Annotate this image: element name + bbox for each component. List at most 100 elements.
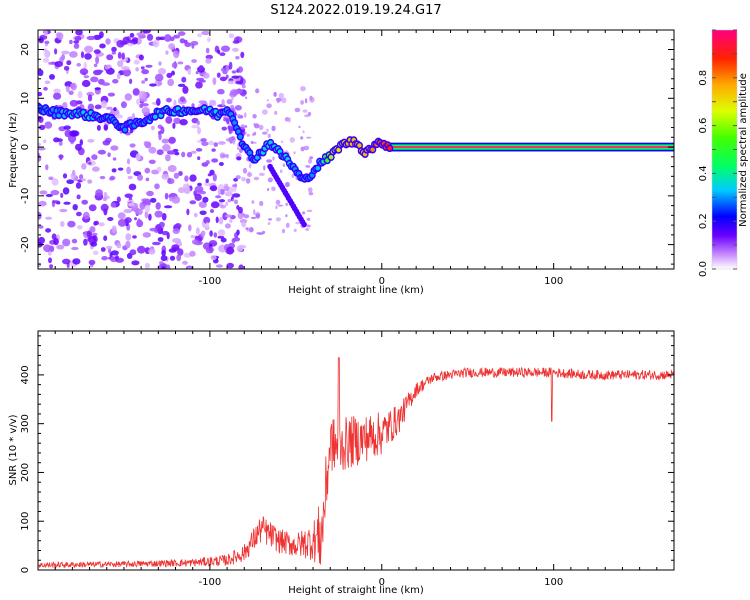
noise-blob bbox=[242, 131, 247, 135]
noise-blob bbox=[76, 194, 81, 200]
x-tick-label: 100 bbox=[544, 577, 563, 588]
noise-blob bbox=[161, 230, 169, 236]
noise-blob bbox=[189, 250, 196, 257]
noise-blob bbox=[218, 162, 224, 166]
noise-blob bbox=[88, 161, 92, 165]
noise-blob bbox=[138, 54, 144, 61]
noise-blob bbox=[231, 70, 237, 74]
noise-blob bbox=[105, 67, 115, 75]
noise-blob bbox=[45, 164, 49, 171]
noise-blob bbox=[111, 168, 117, 173]
noise-blob bbox=[95, 56, 100, 65]
noise-blob bbox=[213, 232, 218, 238]
snr-axes: -100 0 100 0 100 200 300 400 bbox=[20, 331, 675, 588]
noise-blob bbox=[164, 192, 169, 200]
noise-blob bbox=[303, 145, 310, 151]
noise-blob bbox=[300, 100, 304, 105]
noise-blob bbox=[102, 197, 107, 202]
noise-blob bbox=[178, 171, 183, 176]
noise-blob bbox=[186, 208, 190, 216]
noise-blob bbox=[79, 139, 84, 146]
noise-blob bbox=[72, 258, 81, 265]
noise-blob bbox=[209, 185, 218, 192]
noise-blob bbox=[44, 80, 51, 85]
ridge-core bbox=[328, 155, 334, 160]
colorbar: 0.0 0.2 0.4 0.6 0.8 Normalized spectral ampl… bbox=[698, 29, 749, 277]
noise-blob bbox=[189, 200, 197, 205]
noise-blob bbox=[64, 129, 72, 138]
noise-blob bbox=[83, 238, 88, 246]
noise-blob bbox=[182, 260, 188, 265]
noise-blob bbox=[48, 61, 52, 65]
ridge-core bbox=[247, 150, 252, 155]
noise-blob bbox=[236, 229, 240, 236]
noise-blob bbox=[266, 103, 272, 109]
noise-blob bbox=[124, 209, 130, 213]
noise-blob bbox=[120, 101, 127, 109]
noise-blob bbox=[208, 101, 217, 106]
noise-blob bbox=[198, 201, 207, 209]
noise-blob bbox=[268, 218, 272, 221]
noise-blob bbox=[171, 70, 175, 76]
noise-blob bbox=[302, 109, 308, 113]
noise-blob bbox=[89, 226, 96, 233]
noise-blob bbox=[105, 38, 111, 45]
noise-blob bbox=[38, 124, 46, 130]
x-tick-label: 0 bbox=[379, 276, 385, 287]
y-tick-label: -20 bbox=[20, 236, 31, 252]
noise-blob bbox=[141, 198, 151, 202]
noise-blob bbox=[140, 66, 145, 70]
noise-blob bbox=[208, 246, 214, 254]
noise-blob bbox=[100, 203, 109, 212]
noise-blob bbox=[137, 174, 143, 181]
noise-blob bbox=[56, 244, 65, 250]
ridge-core bbox=[122, 127, 128, 133]
noise-blob bbox=[72, 204, 78, 211]
noise-blob bbox=[67, 220, 76, 228]
noise-blob bbox=[253, 176, 260, 181]
noise-blob bbox=[223, 185, 230, 192]
noise-blob bbox=[211, 148, 216, 152]
noise-blob bbox=[98, 222, 105, 227]
noise-blob bbox=[75, 30, 83, 36]
noise-blob bbox=[225, 201, 229, 207]
noise-blob bbox=[173, 172, 179, 179]
noise-blob bbox=[251, 200, 255, 204]
noise-blob bbox=[73, 40, 80, 44]
y-tick-label: 0 bbox=[20, 144, 31, 150]
noise-blob bbox=[80, 51, 85, 59]
noise-blob bbox=[217, 184, 225, 190]
noise-blob bbox=[52, 200, 60, 204]
noise-blob bbox=[138, 90, 147, 99]
noise-blob bbox=[60, 221, 65, 227]
noise-blob bbox=[235, 175, 241, 180]
noise-blob bbox=[177, 187, 186, 194]
noise-blob bbox=[237, 66, 243, 73]
noise-blob bbox=[87, 179, 93, 184]
noise-blob bbox=[62, 187, 70, 195]
noise-blob bbox=[82, 211, 90, 220]
noise-blob bbox=[134, 217, 137, 221]
noise-blob bbox=[99, 31, 104, 39]
noise-blob bbox=[217, 229, 226, 237]
noise-blob bbox=[191, 125, 200, 129]
noise-blob bbox=[129, 78, 133, 85]
noise-blob bbox=[68, 134, 77, 143]
noise-blob bbox=[156, 149, 164, 156]
noise-blob bbox=[100, 100, 107, 109]
noise-blob bbox=[199, 210, 207, 216]
noise-blob bbox=[234, 183, 238, 188]
noise-blob bbox=[73, 43, 80, 49]
noise-blob bbox=[145, 64, 153, 68]
noise-blob bbox=[207, 37, 211, 43]
noise-blob bbox=[168, 136, 176, 144]
noise-blob bbox=[227, 199, 232, 203]
noise-blob bbox=[117, 167, 124, 171]
noise-blob bbox=[146, 190, 154, 197]
noise-blob bbox=[249, 162, 252, 169]
noise-blob bbox=[43, 30, 48, 37]
noise-blob bbox=[195, 148, 203, 152]
noise-blob bbox=[235, 80, 244, 85]
